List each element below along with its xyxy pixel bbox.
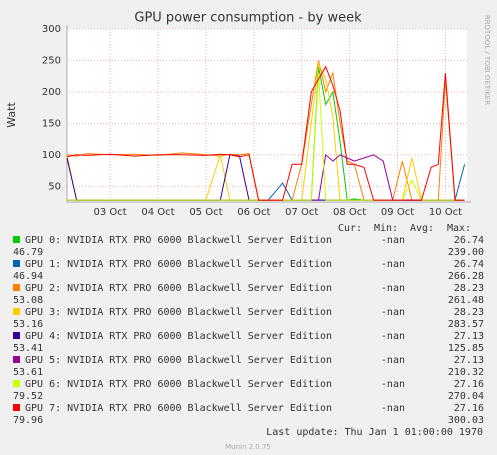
legend-max: 210.32: [448, 367, 484, 378]
legend-min: 28.23: [454, 307, 484, 318]
legend-max: 283.57: [448, 319, 484, 330]
x-tick-label: 06 Oct: [237, 207, 270, 218]
legend-min: 28.23: [454, 283, 484, 294]
legend-min: 27.16: [454, 403, 484, 414]
legend-swatch: [13, 356, 20, 363]
legend-max: 125.85: [448, 343, 484, 354]
x-tick-label: 09 Oct: [381, 207, 414, 218]
y-tick-label: 250: [42, 55, 61, 66]
legend-cur: -nan: [381, 283, 405, 294]
legend-swatch: [13, 236, 20, 243]
legend-name: GPU 6: NVIDIA RTX PRO 6000 Blackwell Ser…: [25, 379, 332, 390]
series-line: [66, 65, 465, 201]
legend-avg: 53.08: [13, 295, 43, 306]
legend-name: GPU 4: NVIDIA RTX PRO 6000 Blackwell Ser…: [25, 331, 332, 342]
y-tick-label: 200: [42, 87, 61, 98]
legend-name: GPU 2: NVIDIA RTX PRO 6000 Blackwell Ser…: [25, 283, 332, 294]
x-tick-label: 08 Oct: [333, 207, 366, 218]
legend-cur: -nan: [381, 355, 405, 366]
legend-avg: 53.61: [13, 367, 43, 378]
y-tick-label: 300: [42, 24, 61, 35]
legend-max: 300.03: [448, 415, 484, 426]
y-tick-label: 150: [42, 118, 61, 129]
legend-cur: -nan: [381, 379, 405, 390]
legend-header: Max:: [447, 223, 471, 234]
legend-min: 27.13: [454, 355, 484, 366]
legend-name: GPU 1: NVIDIA RTX PRO 6000 Blackwell Ser…: [25, 259, 332, 270]
legend-name: GPU 0: NVIDIA RTX PRO 6000 Blackwell Ser…: [25, 235, 332, 246]
legend-min: 27.16: [454, 379, 484, 390]
x-tick-label: 10 Oct: [429, 207, 462, 218]
legend-min: 27.13: [454, 331, 484, 342]
legend-swatch: [13, 308, 20, 315]
legend-max: 239.00: [448, 247, 484, 258]
series-line: [67, 72, 465, 201]
legend-min: 26.74: [454, 259, 484, 270]
legend-swatch: [13, 284, 20, 291]
legend-name: GPU 3: NVIDIA RTX PRO 6000 Blackwell Ser…: [25, 307, 332, 318]
footer: Last update: Thu Jan 1 01:00:00 1970: [266, 427, 483, 438]
x-tick-label: 07 Oct: [285, 207, 318, 218]
legend-header: Avg:: [410, 223, 434, 234]
legend-min: 26.74: [454, 235, 484, 246]
legend-swatch: [13, 380, 20, 387]
version: Munin 2.0.75: [225, 443, 271, 451]
x-tick-label: 03 Oct: [94, 207, 127, 218]
legend-avg: 53.16: [13, 319, 43, 330]
legend-max: 261.48: [448, 295, 484, 306]
legend-avg: 79.52: [13, 391, 43, 402]
legend-max: 270.04: [448, 391, 484, 402]
legend-name: GPU 5: NVIDIA RTX PRO 6000 Blackwell Ser…: [25, 355, 332, 366]
legend-cur: -nan: [381, 307, 405, 318]
legend-swatch: [13, 404, 20, 411]
plot-area: [67, 29, 467, 202]
legend-swatch: [13, 332, 20, 339]
legend-avg: 46.94: [13, 271, 43, 282]
chart-title: GPU power consumption - by week: [134, 11, 362, 26]
y-tick-label: 50: [48, 181, 61, 192]
legend-header: Min:: [374, 223, 398, 234]
x-tick-label: 04 Oct: [141, 207, 174, 218]
legend-avg: 79.96: [13, 415, 43, 426]
side-text: RRDTOOL / TOBI OETIKER: [483, 15, 491, 105]
legend-cur: -nan: [381, 331, 405, 342]
y-tick-label: 100: [42, 150, 61, 161]
legend-cur: -nan: [381, 403, 405, 414]
legend-name: GPU 7: NVIDIA RTX PRO 6000 Blackwell Ser…: [25, 403, 332, 414]
legend-cur: -nan: [381, 259, 405, 270]
legend-cur: -nan: [381, 235, 405, 246]
legend-header: Cur:: [338, 223, 362, 234]
legend-avg: 53.41: [13, 343, 43, 354]
legend-avg: 46.79: [13, 247, 43, 258]
legend-swatch: [13, 260, 20, 267]
legend-max: 266.28: [448, 271, 484, 282]
y-axis-label: Watt: [5, 102, 18, 128]
x-tick-label: 05 Oct: [189, 207, 222, 218]
